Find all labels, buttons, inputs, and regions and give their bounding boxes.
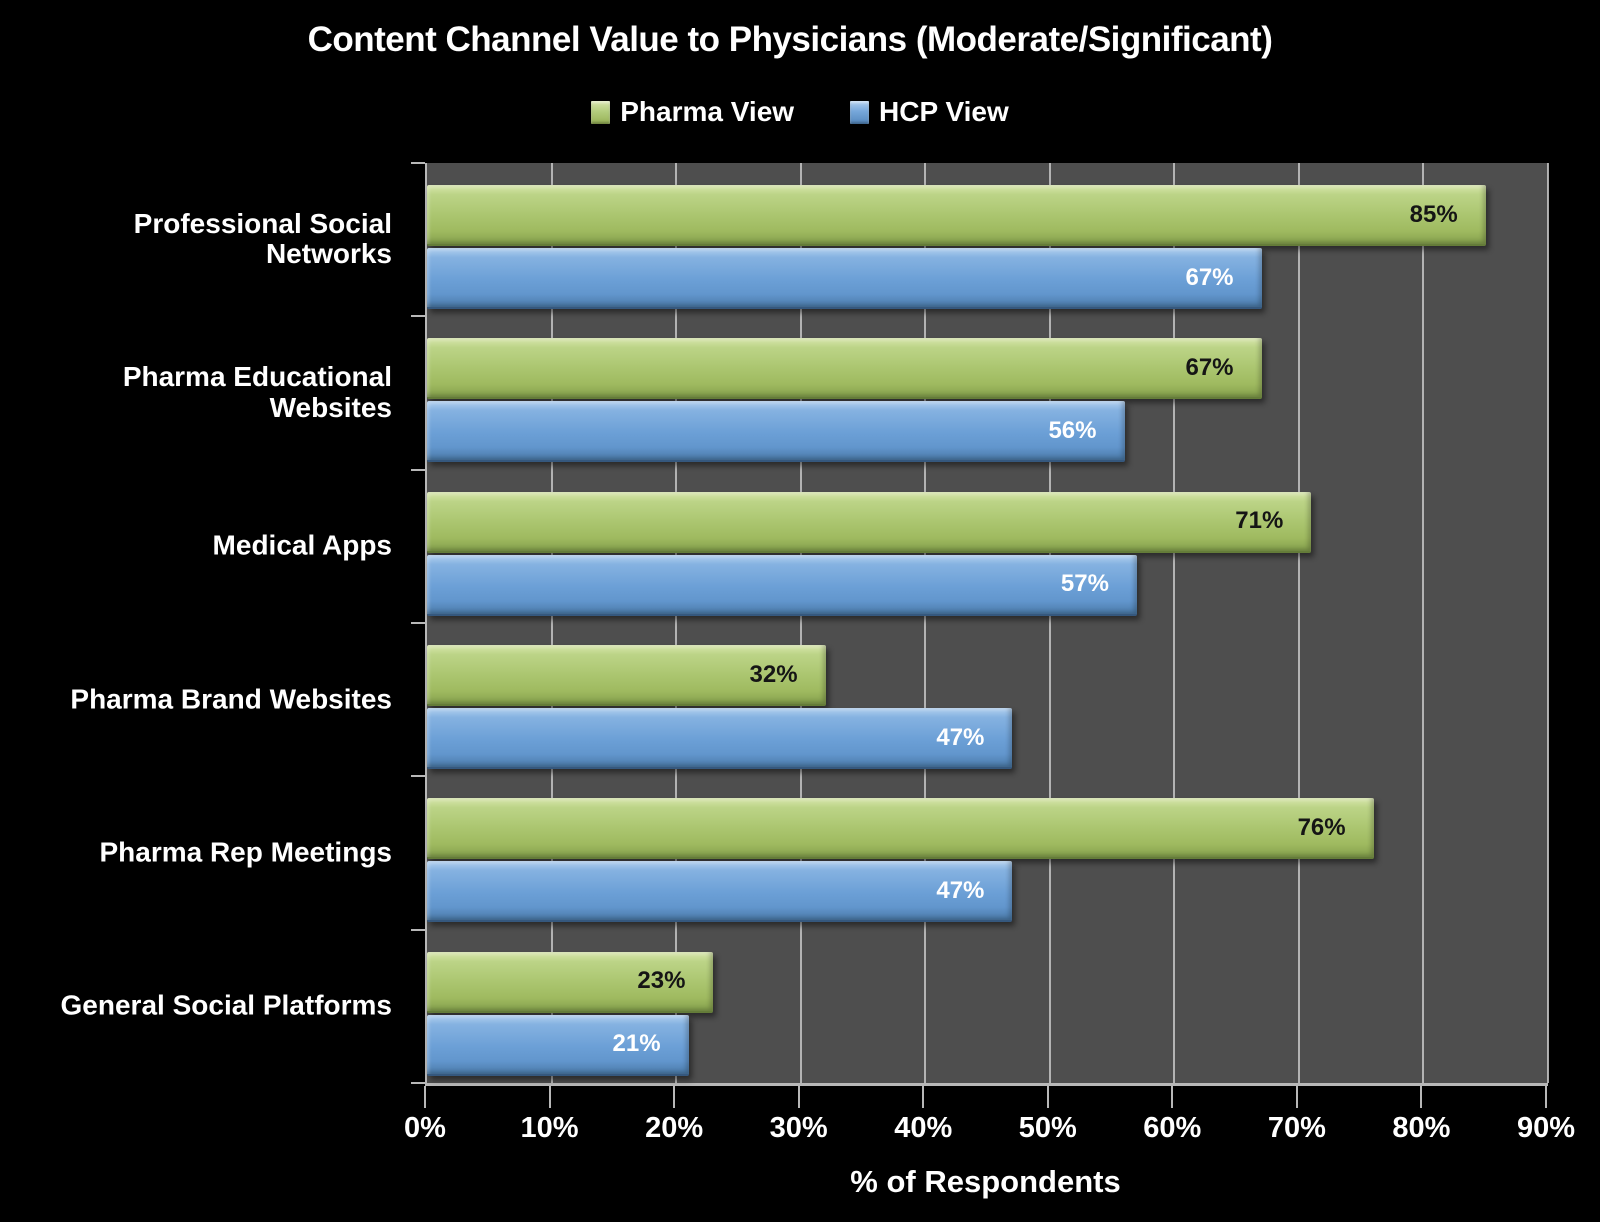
x-axis-tick-10 [548,1086,551,1108]
gridline-20 [675,163,678,1083]
legend-label: Pharma View [620,96,795,127]
bar-pharma-view-pharma-educational-websites: 67% [427,338,1262,400]
x-axis-tick-label-20: 20% [645,1112,704,1144]
x-axis-tick-20 [673,1086,676,1108]
bar-value-label: 76% [1297,813,1346,841]
legend-item-pharma-view: Pharma View [591,96,794,128]
bar-hcp-view-pharma-brand-websites: 47% [427,708,1013,769]
x-axis-tick-label-0: 0% [404,1112,446,1144]
bar-value-label: 32% [749,660,798,688]
plot-area: 85% 67% 67% 56% 71% 57% 32% 47% 76% 47% 23% 21% [425,163,1549,1086]
gridline-40 [924,163,927,1083]
bar-value-label: 21% [612,1030,661,1058]
bar-hcp-view-professional-social-networks: 67% [427,248,1262,309]
category-label-medical-apps: Medical Apps [212,529,392,561]
x-axis-tick-40 [922,1086,925,1108]
bar-pharma-view-professional-social-networks: 85% [427,185,1486,246]
y-axis-tick [411,775,425,778]
category-label-general-social-platforms: General Social Platforms [60,989,392,1021]
x-axis-tick-0 [424,1086,426,1108]
legend: Pharma View HCP View [0,96,1600,128]
legend-swatch-hcp-view [850,100,870,124]
x-axis-tick-label-80: 80% [1392,1112,1451,1144]
bar-hcp-view-pharma-educational-websites: 56% [427,401,1125,463]
bar-value-label: 71% [1235,507,1284,535]
y-axis-tick [411,1082,425,1084]
chart-title: Content Channel Value to Physicians (Mod… [307,20,1273,59]
x-axis-tick-30 [797,1086,800,1108]
gridline-50 [1048,163,1051,1083]
bar-value-label: 67% [1185,353,1234,381]
y-axis-tick [411,622,425,624]
bar-pharma-view-pharma-rep-meetings: 76% [427,798,1374,860]
bar-hcp-view-medical-apps: 57% [427,554,1137,616]
bar-hcp-view-pharma-rep-meetings: 47% [427,861,1013,923]
bar-pharma-view-general-social-platforms: 23% [427,951,714,1013]
legend-item-hcp-view: HCP View [850,96,1009,128]
y-axis-tick [411,928,425,931]
category-label-pharma-educational-websites: Pharma Educational Websites [122,361,392,423]
bar-value-label: 85% [1409,200,1458,228]
bar-value-label: 47% [936,876,985,904]
gridline-90 [1547,163,1549,1083]
legend-swatch-pharma-view [591,100,611,124]
gridline-30 [799,163,802,1083]
x-axis-tick-label-50: 50% [1018,1112,1077,1144]
bar-value-label: 23% [637,967,686,995]
x-axis-tick-label-30: 30% [769,1112,828,1144]
x-axis-title: % of Respondents [850,1164,1121,1199]
category-label-pharma-rep-meetings: Pharma Rep Meetings [99,836,392,868]
y-axis-tick [411,468,425,471]
bar-value-label: 56% [1048,416,1097,444]
legend-label: HCP View [879,96,1009,127]
x-axis-tick-label-40: 40% [894,1112,953,1144]
bar-value-label: 57% [1060,570,1109,598]
x-axis-tick-label-90: 90% [1516,1112,1576,1144]
y-axis-tick [411,162,425,164]
x-axis-tick-70 [1295,1086,1298,1108]
category-label-pharma-brand-websites: Pharma Brand Websites [70,683,392,715]
x-axis-tick-80 [1420,1086,1423,1108]
x-axis-tick-label-70: 70% [1267,1112,1326,1144]
category-label-professional-social-networks: Professional Social Networks [133,207,392,270]
x-axis-tick-90 [1545,1086,1547,1108]
bar-value-label: 47% [936,723,985,751]
bar-pharma-view-pharma-brand-websites: 32% [427,645,826,706]
bar-pharma-view-medical-apps: 71% [427,491,1312,553]
y-axis-tick [411,315,425,318]
gridline-10 [550,163,553,1083]
x-axis-tick-60 [1171,1086,1174,1108]
gridline-60 [1173,163,1176,1083]
gridline-70 [1297,163,1300,1083]
bar-hcp-view-general-social-platforms: 21% [427,1014,689,1076]
x-axis-tick-label-60: 60% [1143,1112,1202,1144]
x-axis-tick-label-10: 10% [520,1112,579,1144]
x-axis-tick-50 [1046,1086,1049,1108]
bar-value-label: 67% [1185,263,1234,291]
gridline-80 [1422,163,1425,1083]
